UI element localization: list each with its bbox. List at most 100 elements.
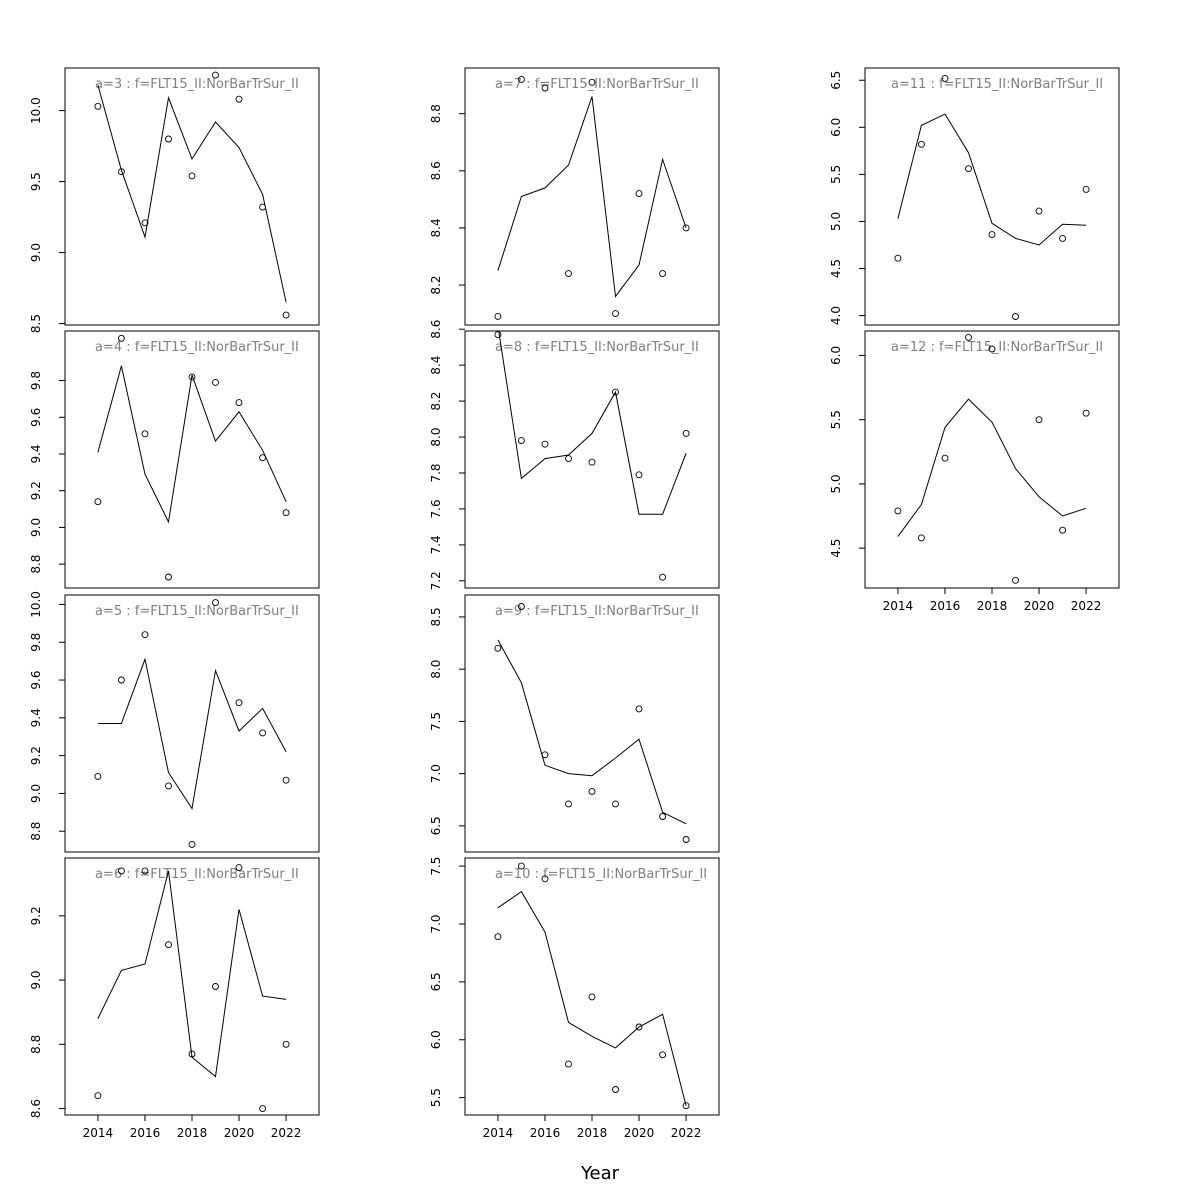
y-tick-label: 8.8: [29, 1035, 43, 1054]
y-tick-label: 9.6: [29, 670, 43, 689]
panel-label: a=10 : f=FLT15_II:NorBarTrSur_II: [495, 867, 707, 882]
y-tick-label: 9.0: [29, 784, 43, 803]
panel-9: a=11 : f=FLT15_II:NorBarTrSur_II 4.0 4.5 5.…: [829, 67, 1120, 326]
observed-point: [235, 95, 243, 103]
y-tick-label: 8.8: [29, 822, 43, 841]
y-tick-label: 9.8: [29, 371, 43, 390]
panel-frame: [464, 594, 720, 853]
x-tick-label: 2014: [883, 599, 914, 613]
observed-point: [588, 458, 596, 466]
x-tick-label: 2016: [930, 599, 961, 613]
fitted-line: [897, 113, 1087, 246]
observed-point: [282, 509, 290, 517]
observed-point: [894, 254, 902, 262]
observed-point: [494, 933, 502, 941]
y-tick-label: 5.5: [429, 1088, 443, 1107]
panel-6: a=8 : f=FLT15_II:NorBarTrSur_II 7.2 7.4 7.6…: [429, 320, 720, 590]
fitted-line: [497, 639, 687, 825]
x-tick-label: 2020: [624, 1126, 655, 1140]
observed-point: [494, 331, 502, 339]
y-tick-label: 10.0: [29, 591, 43, 618]
fitted-line: [97, 84, 287, 303]
y-tick-label: 5.0: [829, 212, 843, 231]
x-tick-label: 2014: [483, 1126, 514, 1140]
observed-point: [117, 676, 125, 684]
observed-point: [965, 333, 972, 341]
observed-point: [541, 440, 549, 448]
y-tick-label: 5.5: [829, 410, 843, 429]
observed-point: [1082, 185, 1090, 193]
y-tick-label: 6.0: [829, 346, 843, 365]
observed-point: [165, 573, 172, 581]
x-tick-label: 2018: [177, 1126, 208, 1140]
panel-label: a=5 : f=FLT15_II:NorBarTrSur_II: [95, 604, 299, 619]
observed-point: [282, 776, 290, 784]
y-tick-label: 6.0: [829, 118, 843, 137]
panel-frame: [64, 857, 320, 1116]
panel-frame: [464, 330, 720, 589]
panel-plot-area: [494, 75, 690, 320]
observed-point: [1082, 409, 1090, 417]
observed-point: [612, 388, 619, 396]
observed-point: [612, 800, 619, 808]
panel-label: a=4 : f=FLT15_II:NorBarTrSur_II: [95, 340, 299, 355]
y-tick-label: 9.2: [29, 746, 43, 765]
y-tick-label: 8.4: [429, 218, 443, 237]
observed-point: [682, 1102, 690, 1110]
y-tick-label: 6.0: [429, 1030, 443, 1049]
observed-point: [165, 782, 172, 790]
y-tick-label: 8.8: [429, 104, 443, 123]
observed-point: [282, 311, 290, 319]
fitted-line: [497, 96, 687, 298]
observed-point: [682, 429, 690, 437]
observed-point: [565, 455, 572, 463]
x-tick-label: 2016: [130, 1126, 161, 1140]
panel-label: a=3 : f=FLT15_II:NorBarTrSur_II: [95, 77, 299, 92]
panel-plot-area: [94, 334, 290, 581]
y-tick-label: 4.0: [829, 306, 843, 325]
observed-point: [141, 219, 149, 227]
observed-point: [282, 1040, 290, 1048]
observed-point: [1012, 313, 1019, 320]
y-tick-label: 9.5: [29, 172, 43, 191]
observed-point: [682, 836, 690, 843]
y-tick-label: 8.5: [29, 314, 43, 333]
observed-point: [565, 1060, 572, 1068]
observed-point: [212, 599, 219, 607]
observed-point: [259, 729, 267, 737]
y-tick-label: 7.0: [429, 914, 443, 933]
observed-point: [517, 437, 525, 445]
panel-plot-area: [894, 74, 1090, 320]
observed-point: [94, 498, 102, 506]
panel-plot-area: [494, 603, 690, 843]
observed-point: [117, 168, 125, 176]
x-tick-label: 2016: [530, 1126, 561, 1140]
observed-point: [1035, 207, 1043, 215]
observed-point: [588, 787, 596, 795]
observed-point: [565, 270, 572, 278]
panel-frame: [464, 857, 720, 1116]
y-tick-label: 8.2: [429, 392, 443, 411]
observed-point: [635, 1023, 643, 1031]
observed-point: [235, 864, 243, 872]
observed-point: [517, 603, 525, 610]
y-tick-label: 9.8: [29, 633, 43, 652]
observed-point: [94, 102, 102, 110]
x-tick-label: 2020: [224, 1126, 255, 1140]
observed-point: [188, 172, 196, 180]
observed-point: [988, 345, 996, 353]
panel-label: a=6 : f=FLT15_II:NorBarTrSur_II: [95, 867, 299, 882]
y-tick-label: 6.5: [829, 71, 843, 90]
observed-point: [1035, 416, 1043, 424]
y-tick-label: 9.0: [29, 971, 43, 990]
fitted-line: [498, 331, 687, 515]
panel-5: a=7 : f=FLT15_II:NorBarTrSur_II 8.2 8.4 8.6…: [429, 67, 720, 326]
y-tick-label: 9.0: [29, 518, 43, 537]
panel-7: a=9 : f=FLT15_II:NorBarTrSur_II 6.5 7.0 7.5…: [429, 594, 720, 853]
y-tick-label: 8.6: [29, 1099, 43, 1118]
panel-1: a=3 : f=FLT15_II:NorBarTrSur_II 8.5 9.0 9.5…: [29, 67, 320, 333]
panel-label: a=7 : f=FLT15_II:NorBarTrSur_II: [495, 77, 699, 92]
x-tick-label: 2018: [977, 599, 1008, 613]
y-tick-label: 8.5: [429, 607, 443, 626]
observed-point: [659, 270, 667, 278]
